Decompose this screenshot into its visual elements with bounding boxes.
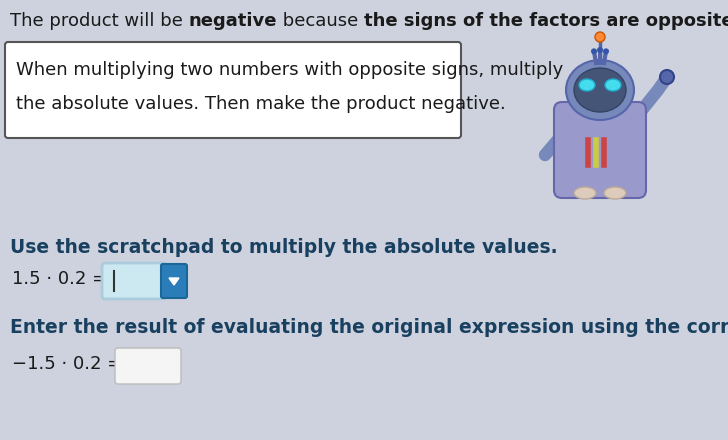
Ellipse shape <box>604 187 626 199</box>
Circle shape <box>595 32 605 42</box>
FancyBboxPatch shape <box>554 102 646 198</box>
FancyBboxPatch shape <box>161 264 187 298</box>
Ellipse shape <box>605 79 621 91</box>
Text: because: because <box>277 12 364 30</box>
Circle shape <box>597 47 603 53</box>
Ellipse shape <box>579 79 595 91</box>
FancyBboxPatch shape <box>5 42 461 138</box>
Text: When multiplying two numbers with opposite signs, multiply: When multiplying two numbers with opposi… <box>16 61 563 79</box>
Polygon shape <box>169 278 179 285</box>
Ellipse shape <box>574 187 596 199</box>
Text: The product will be: The product will be <box>10 12 189 30</box>
FancyBboxPatch shape <box>115 348 181 384</box>
Text: −1.5 · 0.2 =: −1.5 · 0.2 = <box>12 355 122 373</box>
Text: Enter the result of evaluating the original expression using the correct sign.: Enter the result of evaluating the origi… <box>10 318 728 337</box>
Ellipse shape <box>566 60 634 120</box>
Text: negative: negative <box>189 12 277 30</box>
FancyBboxPatch shape <box>102 263 166 299</box>
Text: Use the scratchpad to multiply the absolute values.: Use the scratchpad to multiply the absol… <box>10 238 558 257</box>
Circle shape <box>603 48 609 54</box>
Text: 1.5 · 0.2 =: 1.5 · 0.2 = <box>12 270 107 288</box>
Circle shape <box>591 48 597 54</box>
Text: the signs of the factors are opposite: the signs of the factors are opposite <box>364 12 728 30</box>
Ellipse shape <box>660 70 674 84</box>
Ellipse shape <box>574 68 626 112</box>
Text: the absolute values. Then make the product negative.: the absolute values. Then make the produ… <box>16 95 506 113</box>
